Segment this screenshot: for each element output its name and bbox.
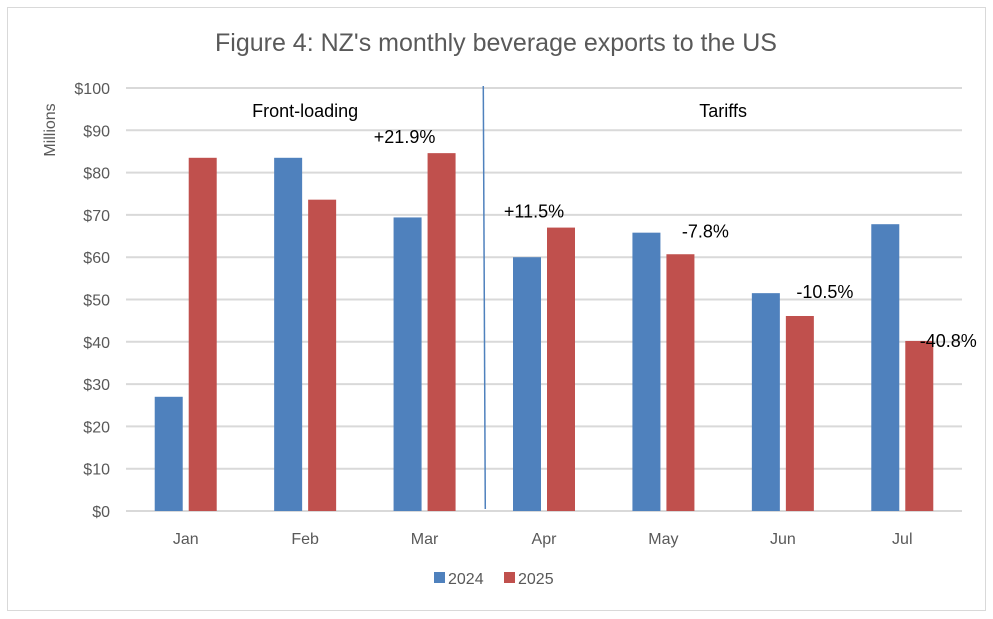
chart-title: Figure 4: NZ's monthly beverage exports … — [215, 29, 777, 57]
change-annotation: -7.8% — [682, 222, 729, 242]
x-tick-label: Jun — [770, 531, 796, 548]
x-tick-label: Mar — [411, 531, 439, 548]
bar-2024-jun — [751, 293, 780, 511]
y-tick-label: $40 — [83, 335, 110, 352]
legend-label: 2024 — [448, 571, 484, 588]
bar-2024-jul — [871, 224, 900, 511]
period-divider — [482, 85, 487, 510]
x-tick-label: Jan — [173, 531, 199, 548]
change-annotation: -10.5% — [796, 282, 853, 302]
bar-2024-mar — [393, 217, 422, 512]
bar-2024-may — [632, 232, 661, 511]
y-tick-label: $70 — [83, 208, 110, 225]
y-tick-label: $0 — [92, 504, 110, 521]
region-label: Tariffs — [699, 101, 747, 121]
bar-2025-may — [666, 254, 695, 511]
x-tick-label: May — [648, 531, 678, 548]
x-tick-label: Jul — [892, 531, 912, 548]
bar-2025-mar — [427, 153, 456, 511]
y-tick-label: $100 — [74, 81, 110, 98]
bar-2025-apr — [547, 227, 575, 511]
change-annotation: -40.8% — [920, 331, 977, 351]
y-tick-label: $20 — [83, 419, 110, 436]
bar-2025-jun — [785, 315, 814, 511]
x-tick-label: Apr — [532, 531, 558, 548]
x-tick-label: Feb — [291, 531, 319, 548]
y-tick-label: $60 — [83, 250, 110, 267]
bar-2024-feb — [274, 157, 303, 512]
bar-2025-jan — [188, 157, 217, 512]
y-tick-label: $30 — [83, 377, 110, 394]
legend-swatch-2024 — [434, 572, 445, 583]
y-tick-label: $50 — [83, 293, 110, 310]
bar-2024-apr — [513, 257, 541, 511]
region-label: Front-loading — [252, 101, 358, 121]
bar-2025-jul — [905, 340, 934, 511]
legend-label: 2025 — [518, 571, 554, 588]
y-tick-label: $10 — [83, 462, 110, 479]
y-tick-label: $80 — [83, 166, 110, 183]
bar-2025-feb — [308, 199, 337, 511]
legend-swatch-2025 — [504, 572, 515, 583]
y-tick-label: $90 — [83, 123, 110, 140]
bar-2024-jan — [154, 396, 183, 511]
change-annotation: +21.9% — [374, 127, 436, 147]
change-annotation: +11.5% — [504, 202, 564, 222]
y-axis-label: Millions — [42, 103, 59, 156]
